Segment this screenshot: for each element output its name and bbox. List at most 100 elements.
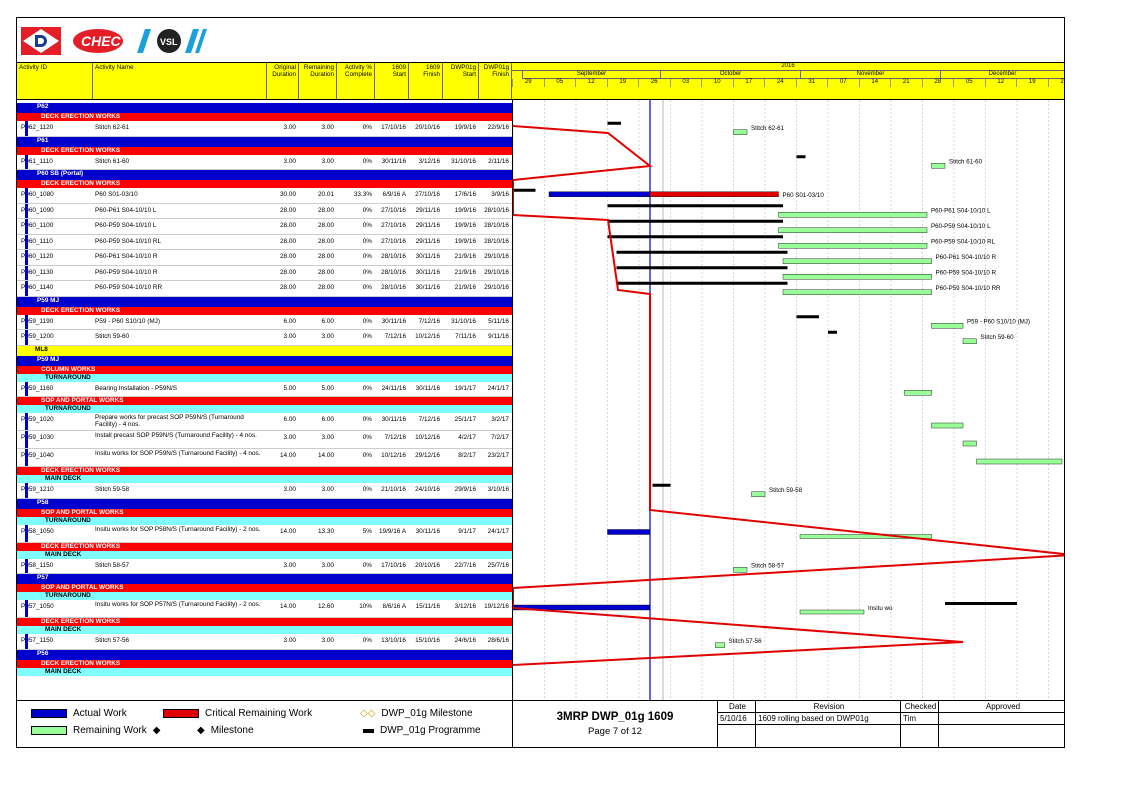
wbs-ml8-row[interactable]: ML8 — [17, 345, 512, 356]
table-row[interactable]: P060_1090 P60-P61 S04-10/10 L 28.00 28.00 0%… — [17, 203, 512, 219]
cell-s: 13/10/16 — [381, 637, 406, 644]
outline-strip — [25, 314, 28, 329]
wbs-subgroup-row[interactable]: DECK ERECTION WORKS — [17, 542, 512, 551]
cell-pct: 0% — [362, 206, 372, 214]
col-activity-id[interactable]: Activity ID — [17, 63, 93, 99]
wbs-group-row[interactable]: P61 — [17, 136, 512, 147]
table-row[interactable]: P059_1200 Stitch 59-60 3.00 3.00 0% 7/12/16 10… — [17, 330, 512, 346]
wbs-section-row[interactable]: MAIN DECK — [17, 550, 512, 559]
cell-df: 3/2/17 — [491, 416, 509, 423]
table-row[interactable]: P059_1040 Insitu works for SOP P59N/S (Tu… — [17, 449, 512, 467]
table-row[interactable]: P060_1120 P60-P61 S04-10/10 R 28.00 28.00 0%… — [17, 250, 512, 266]
wbs-section-row[interactable]: TURNAROUND — [17, 373, 512, 382]
table-row[interactable]: P060_1110 P60-P59 S04-10/10 RL 28.00 28.00 0… — [17, 234, 512, 250]
cell-pct: 0% — [362, 253, 372, 260]
cell-s: 7/12/16 — [384, 434, 406, 441]
wbs-subgroup-row[interactable]: DECK ERECTION WORKS — [17, 467, 512, 475]
table-row[interactable]: P058_1150 Stitch 58-57 3.00 3.00 0% 17/10/16 2… — [17, 558, 512, 574]
cell-ds: 21/9/16 — [454, 284, 476, 291]
col-dwp-finish[interactable]: DWP01g Finish — [479, 63, 512, 99]
cell-name: P59 - P60 S10/10 (MJ) — [95, 317, 161, 325]
wbs-group-row[interactable]: P56 — [17, 649, 512, 660]
wbs-group-row[interactable]: P59 MJ — [17, 355, 512, 366]
table-row[interactable]: P059_1030 Install precast SOP P59N/S (Tur… — [17, 431, 512, 449]
wbs-subgroup-row[interactable]: DECK ERECTION WORKS — [17, 306, 512, 315]
table-row[interactable]: P057_1150 Stitch 57-56 3.00 3.00 0% 13/10/16 1… — [17, 634, 512, 650]
col-activity-name[interactable]: Activity Name — [93, 63, 267, 99]
cell-df: 24/1/17 — [487, 384, 509, 392]
outline-strip — [25, 188, 28, 203]
cell-ds: 19/9/16 — [454, 237, 476, 245]
wbs-subgroup-row[interactable]: DECK ERECTION WORKS — [17, 180, 512, 188]
cell-ds: 17/6/16 — [454, 191, 476, 198]
col-original-duration[interactable]: Original Duration — [267, 63, 299, 99]
table-row[interactable]: P062_1120 Stitch 62-61 3.00 3.00 0% 17/10/16 2… — [17, 121, 512, 137]
cell-id: P061_1110 — [21, 157, 53, 165]
cell-id: P062_1120 — [21, 124, 54, 131]
table-row[interactable]: P059_1020 Prepare works for precast SOP P… — [17, 413, 512, 431]
cell-df: 9/11/16 — [488, 333, 509, 340]
timeline-month: October — [660, 71, 800, 79]
cell-s: 7/12/16 — [384, 333, 406, 340]
wbs-group-row[interactable]: P60 SB (Portal) — [17, 170, 512, 180]
wbs-subgroup-row[interactable]: DECK ERECTION WORKS — [17, 659, 512, 668]
timeline-day: 12 — [984, 79, 1017, 87]
wbs-group-row[interactable]: P62 — [17, 103, 512, 113]
table-row[interactable]: P059_1210 Stitch 59-58 3.00 3.00 0% 21/10/16 2… — [17, 483, 512, 499]
wbs-section-row[interactable]: TURNAROUND — [17, 516, 512, 525]
wbs-section-row[interactable]: TURNAROUND — [17, 405, 512, 413]
bar-label: P59 - P60 S10/10 (MJ) — [967, 318, 1030, 325]
wbs-subgroup-row[interactable]: SOP AND PORTAL WORKS — [17, 397, 512, 405]
report-title: 3MRP DWP_01g 1609 — [556, 711, 674, 723]
cell-s: 28/10/16 — [381, 284, 406, 291]
cell-od: 6.00 — [283, 317, 296, 325]
timeline-year: 2016 — [512, 63, 1064, 71]
wbs-group-row[interactable]: P57 — [17, 574, 512, 584]
table-row[interactable]: P061_1110 Stitch 61-60 3.00 3.00 0% 30/11/16 3… — [17, 154, 512, 170]
rev-approved — [939, 713, 1064, 725]
table-row[interactable]: P060_1130 P60-P59 S04-10/10 R 28.00 28.00 0%… — [17, 265, 512, 281]
col-dwp-start[interactable]: DWP01g Start — [443, 63, 479, 99]
wbs-subgroup-row[interactable]: COLUMN WORKS — [17, 365, 512, 374]
table-row[interactable]: P059_1190 P59 - P60 S10/10 (MJ) 6.00 6.00 0%… — [17, 314, 512, 330]
wbs-subgroup-row[interactable]: SOP AND PORTAL WORKS — [17, 584, 512, 592]
remaining-swatch — [31, 726, 67, 735]
wbs-section-row[interactable]: MAIN DECK — [17, 626, 512, 634]
cell-od: 3.00 — [283, 486, 296, 493]
col-finish-1609[interactable]: 1609 Finish — [409, 63, 443, 99]
remaining-bar — [782, 274, 932, 280]
timeline-day: 24 — [764, 79, 796, 87]
wbs-section-row[interactable]: MAIN DECK — [17, 667, 512, 676]
wbs-section-row[interactable]: TURNAROUND — [17, 592, 512, 600]
gantt-report-page: CHEC VSL Activity ID Activity Name Origi… — [16, 17, 1065, 748]
table-row[interactable]: P059_1160 Bearing Installation - P59N/S 5.… — [17, 381, 512, 397]
wbs-subgroup-row[interactable]: DECK ERECTION WORKS — [17, 146, 512, 155]
timeline-day: 07 — [827, 79, 859, 87]
table-row[interactable]: P057_1050 Insitu works for SOP P57N/S (Tu… — [17, 600, 512, 618]
outline-strip — [25, 483, 28, 498]
wbs-subgroup-row[interactable]: DECK ERECTION WORKS — [17, 618, 512, 626]
column-header-bar: Activity ID Activity Name Original Durat… — [17, 62, 1064, 100]
outline-strip — [25, 600, 28, 617]
rev-blank-2 — [756, 725, 901, 747]
wbs-section-row[interactable]: MAIN DECK — [17, 475, 512, 483]
wbs-group-row[interactable]: P58 — [17, 498, 512, 509]
col-start-1609[interactable]: 1609 Start — [375, 63, 409, 99]
wbs-subgroup-row[interactable]: SOP AND PORTAL WORKS — [17, 508, 512, 517]
cell-ds: 9/1/17 — [458, 527, 476, 535]
wbs-subgroup-row[interactable]: DECK ERECTION WORKS — [17, 113, 512, 121]
cell-ds: 19/9/16 — [454, 206, 476, 214]
cell-id: P059_1030 — [21, 434, 54, 441]
table-row[interactable]: P058_1050 Insitu works for SOP P58N/S (Tu… — [17, 524, 512, 543]
table-row[interactable]: P060_1080 P60 S01-03/10 30.00 20.01 33.3% 6/9… — [17, 188, 512, 204]
timeline-day: 14 — [858, 79, 891, 87]
col-remaining-duration[interactable]: Remaining Duration — [299, 63, 337, 99]
cell-rd: 28.00 — [318, 206, 334, 214]
col-activity-pct[interactable]: Activity % Complete — [337, 63, 375, 99]
cell-s: 17/10/16 — [381, 561, 406, 569]
table-row[interactable]: P060_1100 P60-P59 S04-10/10 L 28.00 28.00 0%… — [17, 219, 512, 235]
diamond-icon: ◆ — [197, 725, 205, 736]
table-row[interactable]: P060_1140 P60-P59 S04-10/10 RR 28.00 28.00 0… — [17, 281, 512, 297]
wbs-group-row[interactable]: P59 MJ — [17, 296, 512, 307]
cell-id: P059_1200 — [21, 333, 54, 340]
